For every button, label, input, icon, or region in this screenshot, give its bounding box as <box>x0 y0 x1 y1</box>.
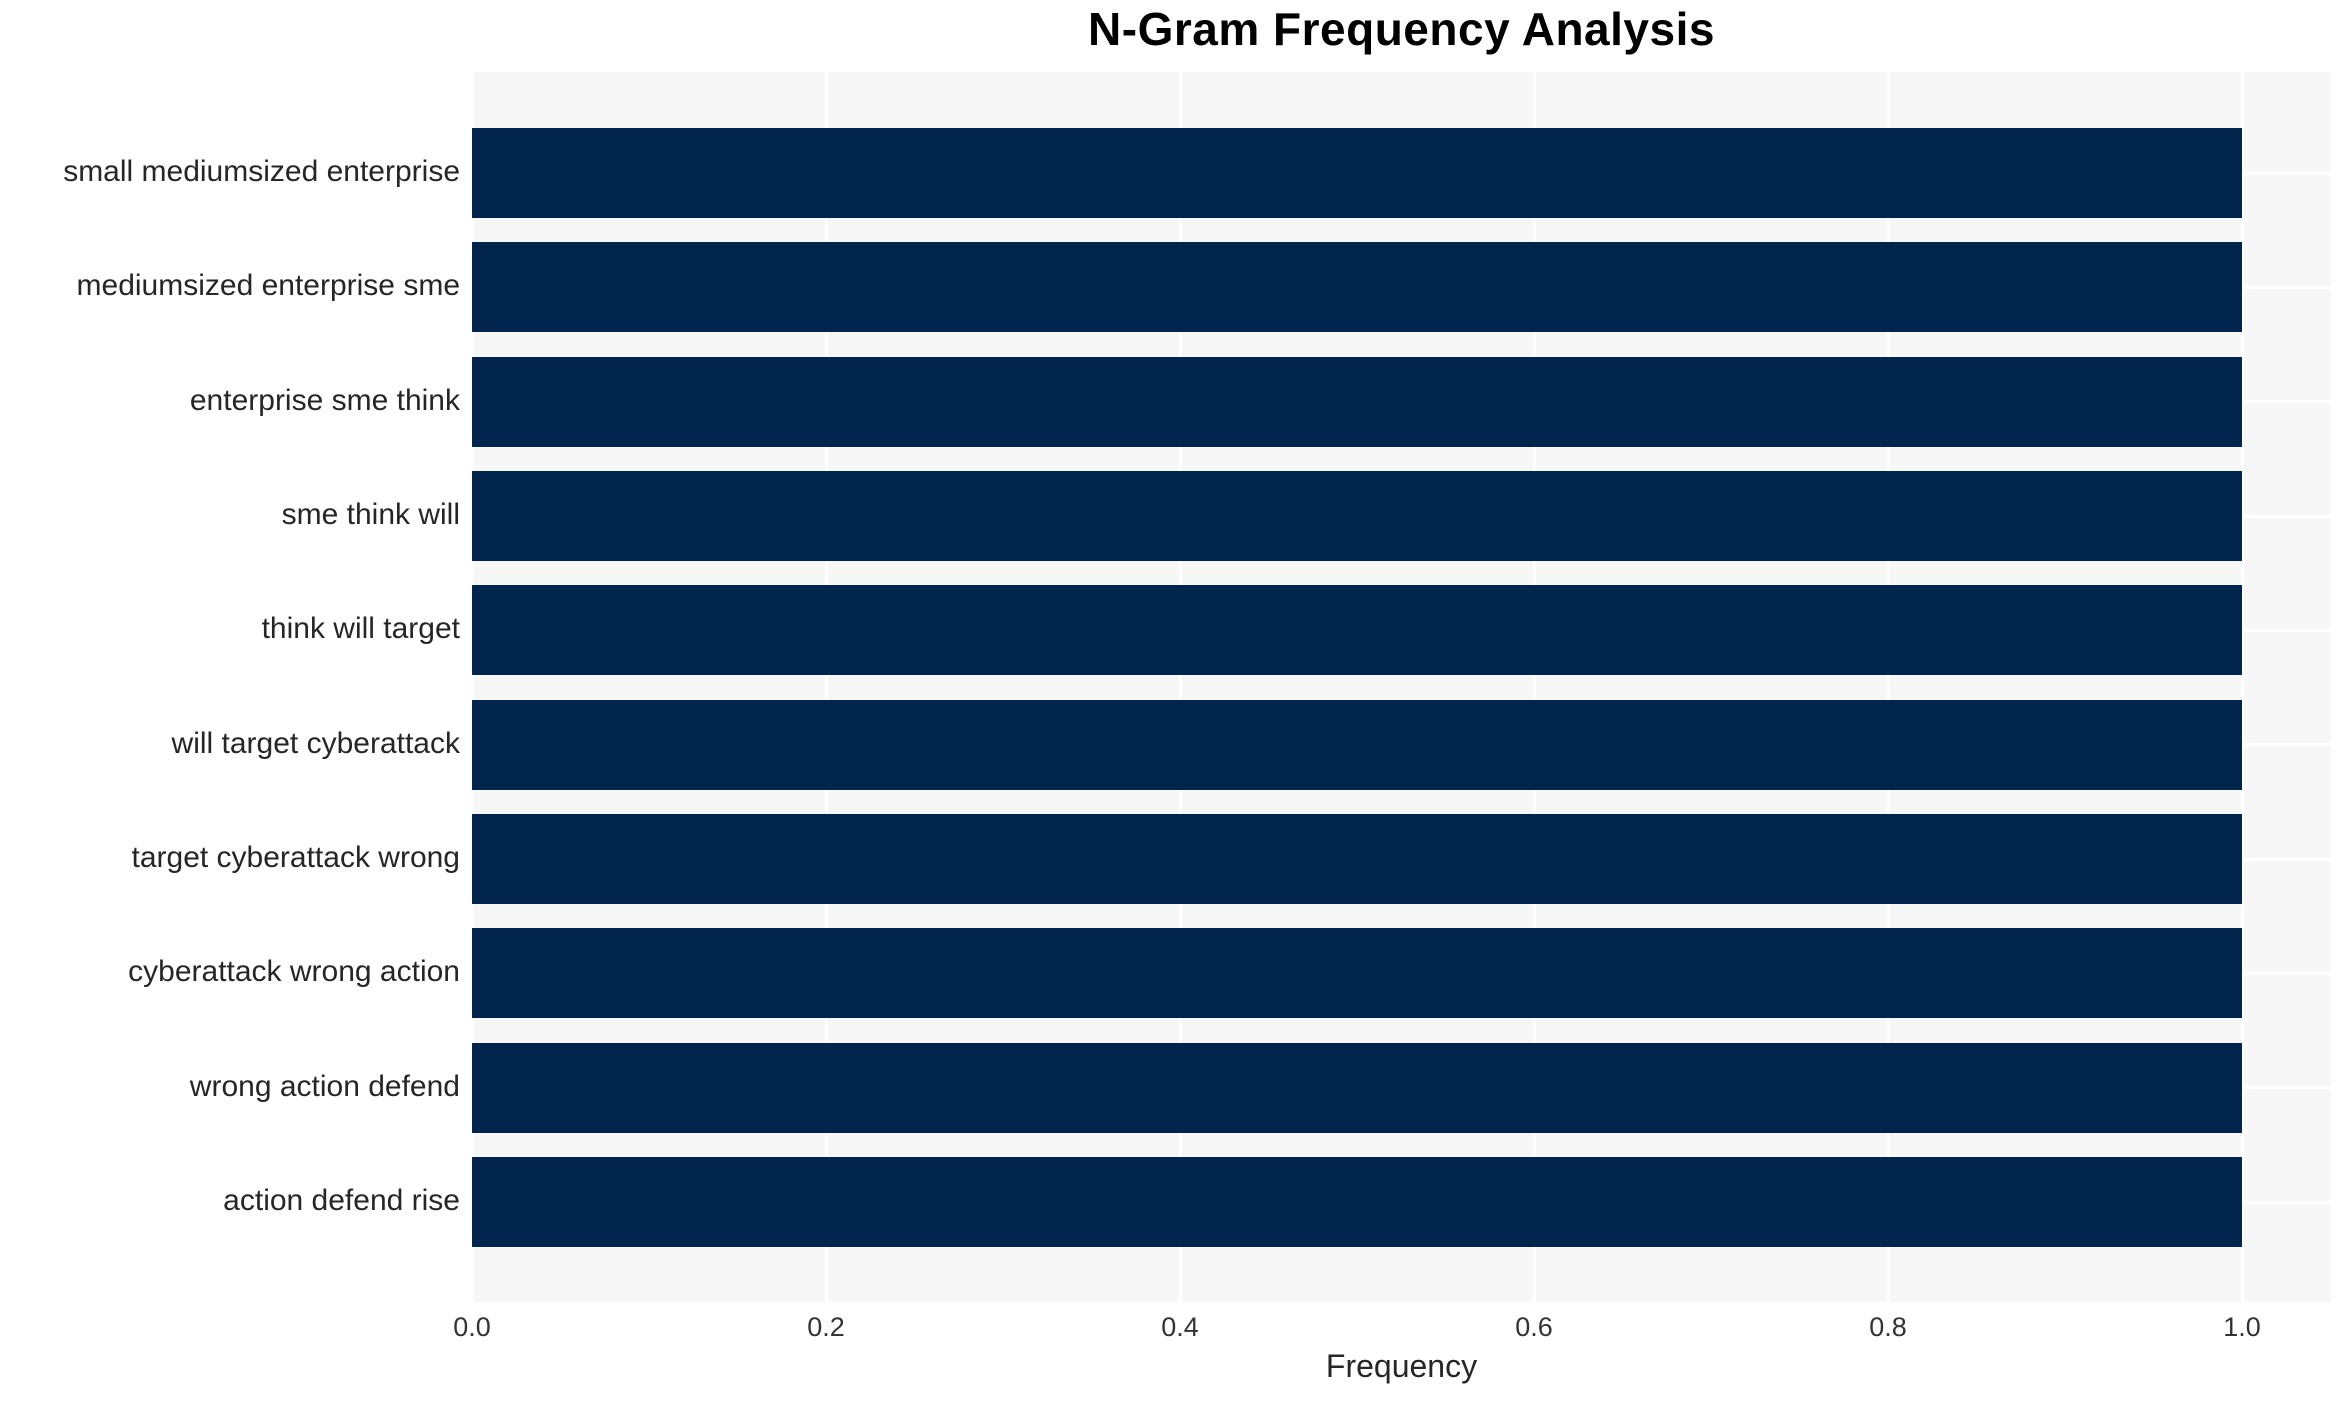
v-gridline <box>824 72 828 1302</box>
y-axis-label: think will target <box>261 612 460 646</box>
v-gridline <box>1532 72 1536 1302</box>
x-tick-label: 0.0 <box>453 1312 491 1342</box>
x-tick-label: 0.8 <box>1869 1312 1907 1342</box>
y-axis-label: will target cyberattack <box>171 726 460 760</box>
bar <box>472 242 2242 333</box>
chart-title: N-Gram Frequency Analysis <box>1088 3 1715 55</box>
y-axis-label: wrong action defend <box>189 1069 460 1103</box>
bar <box>472 1157 2242 1248</box>
y-axis-label: sme think will <box>281 498 460 532</box>
y-axis-label: enterprise sme think <box>189 383 460 417</box>
bar <box>472 928 2242 1019</box>
bar <box>472 585 2242 676</box>
x-tick-label: 0.6 <box>1515 1312 1553 1342</box>
x-tick-label: 0.2 <box>807 1312 845 1342</box>
x-axis-title: Frequency <box>1325 1348 1478 1384</box>
y-axis-label: mediumsized enterprise sme <box>76 269 460 303</box>
y-axis-label: target cyberattack wrong <box>131 841 461 875</box>
v-gridline <box>470 72 474 1302</box>
bar <box>472 814 2242 905</box>
bar <box>472 699 2242 790</box>
v-gridline <box>1886 72 1890 1302</box>
y-axis-label: cyberattack wrong action <box>128 955 460 989</box>
x-tick-label: 1.0 <box>2223 1312 2261 1342</box>
bar <box>472 356 2242 447</box>
v-gridline <box>1178 72 1182 1302</box>
plot-area <box>470 72 2331 1302</box>
v-gridline <box>2240 72 2244 1302</box>
y-axis-label: small mediumsized enterprise <box>63 155 460 188</box>
x-tick-label: 0.4 <box>1161 1312 1199 1342</box>
y-axis-label: action defend rise <box>223 1184 460 1218</box>
bar <box>472 128 2242 218</box>
bar <box>472 471 2242 562</box>
bar <box>472 1042 2242 1133</box>
